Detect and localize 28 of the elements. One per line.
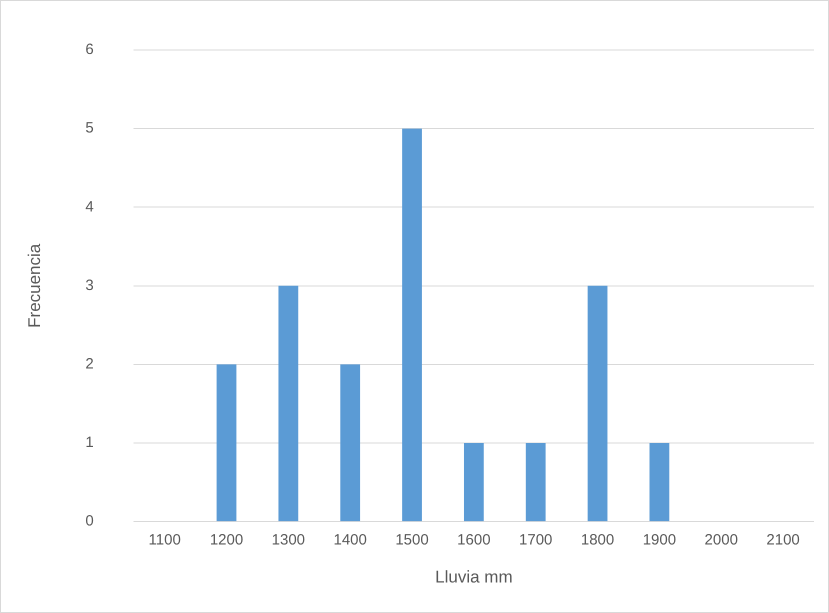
bar bbox=[340, 364, 360, 522]
x-tick-label: 1900 bbox=[642, 532, 676, 549]
x-tick-label: 2000 bbox=[704, 532, 738, 549]
y-tick-label: 0 bbox=[85, 512, 94, 530]
x-tick-label: 1300 bbox=[272, 532, 306, 549]
y-tick-label: 5 bbox=[85, 120, 94, 137]
x-tick-label: 1200 bbox=[210, 532, 244, 549]
y-tick-label: 4 bbox=[85, 198, 94, 216]
bar bbox=[650, 443, 670, 522]
bar bbox=[588, 286, 608, 522]
y-tick-label: 6 bbox=[85, 41, 94, 58]
bar bbox=[216, 364, 236, 522]
bar bbox=[278, 286, 298, 522]
x-axis-title: Lluvia mm bbox=[435, 567, 513, 586]
bar bbox=[526, 443, 546, 522]
x-tick-label: 1600 bbox=[457, 532, 491, 549]
y-tick-label: 1 bbox=[85, 434, 94, 452]
x-tick-label: 2100 bbox=[766, 532, 800, 549]
y-axis-title: Frecuencia bbox=[24, 243, 44, 328]
y-tick-label: 3 bbox=[85, 276, 94, 294]
x-tick-label: 1400 bbox=[334, 532, 367, 549]
x-tick-label: 1500 bbox=[395, 532, 429, 549]
y-tick-label: 2 bbox=[85, 356, 94, 373]
bar bbox=[464, 443, 484, 522]
x-tick-label: 1700 bbox=[519, 532, 552, 549]
bar bbox=[402, 128, 422, 522]
x-tick-label: 1100 bbox=[148, 532, 181, 549]
x-tick-label: 1800 bbox=[580, 532, 614, 549]
